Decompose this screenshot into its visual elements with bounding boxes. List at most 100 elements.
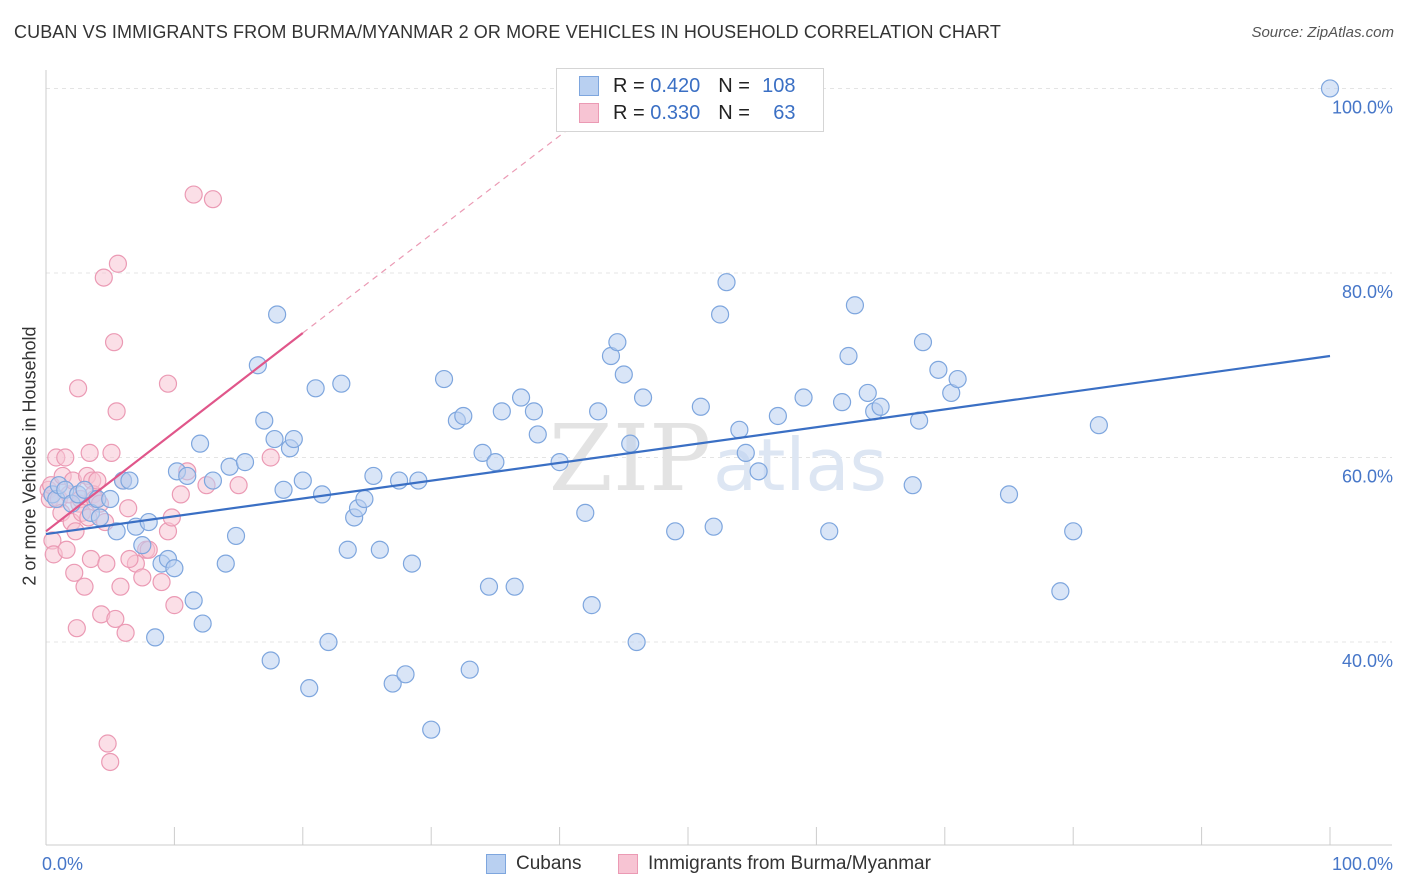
series-burma-points [39,185,280,772]
burma-point [152,572,171,592]
cubans-point [293,471,312,490]
cubans-point [717,273,736,292]
cubans-point [193,614,212,633]
cubans-point [576,503,595,522]
cubans-point [633,388,653,407]
legend-r-value-cubans: 0.420 [650,74,701,97]
tick-labels: 40.0% 60.0% 80.0% 100.0% 0.0% 100.0% [42,97,1393,874]
cubans-point [691,397,710,416]
axes [45,70,1392,846]
cubans-point [355,489,374,509]
cubans-point [165,559,184,578]
cubans-point [190,434,210,453]
burma-point [261,448,280,467]
cubans-trend-line [45,354,1331,536]
bottom-legend-label-burma: Immigrants from Burma/Myanmar [648,853,931,874]
cubans-point [999,485,1019,504]
burma-point [229,476,248,495]
correlation-legend: R = 0.420 N = 108 R = 0.330 N = 63 [556,68,824,132]
burma-point [203,190,223,209]
burma-point [102,443,121,462]
cubans-point [704,517,723,536]
burma-point [165,596,184,615]
cubans-point [903,476,922,495]
burma-point [101,752,120,772]
cubans-point [614,365,633,384]
burma-point [65,563,84,582]
x-tick-label-max: 100.0% [1332,854,1393,874]
burma-point [107,402,126,421]
cubans-point [422,720,441,739]
cubans-point [120,471,139,490]
legend-n-label: N = [718,101,750,124]
cubans-point [300,679,319,698]
cubans-point [248,356,267,375]
cubans-point [749,462,768,481]
cubans-point [845,296,865,315]
legend-swatch-burma [579,103,599,123]
burma-point [75,577,94,596]
bottom-legend-swatch-cubans [486,854,506,874]
cubans-point [107,522,126,541]
burma-point [97,554,116,573]
cubans-point [492,402,511,421]
cubans-point [434,369,454,389]
cubans-point [306,379,325,398]
cubans-point [216,554,235,573]
burma-point [120,549,139,569]
legend-n-value-burma: 63 [773,101,796,124]
y-tick-label: 60.0% [1342,467,1393,487]
y-tick-label: 40.0% [1342,651,1393,671]
bottom-legend-burma: Immigrants from Burma/Myanmar [618,852,931,876]
cubans-point [479,577,499,596]
bottom-legend-swatch-burma [618,854,638,874]
cubans-point [794,388,813,407]
cubans-point [1320,79,1340,98]
burma-point [98,734,117,753]
burma-point [106,609,125,629]
legend-swatch-cubans [579,76,599,96]
x-tick-label-min: 0.0% [42,854,83,874]
cubans-point [832,393,852,412]
cubans-point [203,471,223,490]
cubans-point [871,397,890,416]
cubans-point [730,420,749,439]
cubans-point [261,651,280,670]
burma-point [108,254,128,273]
burma-point [158,374,178,393]
cubans-point [666,522,685,541]
bottom-legend-cubans: Cubans [486,852,582,876]
cubans-point [454,406,473,426]
burma-trend-extension [302,115,586,334]
cubans-point [220,457,239,476]
legend-r-label: R = [613,74,645,97]
cubans-point [75,480,94,499]
cubans-point [948,369,967,389]
cubans-point [929,360,948,379]
cubans-point [589,402,608,421]
source-label: Source: ZipAtlas.com [1251,24,1394,41]
watermark-zip: ZIP [549,405,711,512]
y-tick-label: 80.0% [1342,282,1393,302]
cubans-point [90,508,110,527]
cubans-point [332,374,351,393]
bottom-legend-label-cubans: Cubans [516,853,582,874]
cubans-point [284,429,303,449]
legend-r-label: R = [613,101,645,124]
burma-point [56,448,75,467]
cubans-point [839,346,858,366]
cubans-point [139,512,158,532]
cubans-point [235,453,255,472]
burma-point [104,333,124,352]
cubans-point [473,443,492,462]
cubans-point [524,402,544,421]
legend-n-value-cubans: 108 [762,74,796,97]
cubans-point [736,443,755,462]
cubans-point [511,388,531,407]
burma-point [88,471,107,490]
legend-r-value-burma: 0.330 [650,101,701,124]
burma-point [80,443,99,462]
chart-title: CUBAN VS IMMIGRANTS FROM BURMA/MYANMAR 2… [14,22,1001,42]
cubans-point [265,429,284,449]
